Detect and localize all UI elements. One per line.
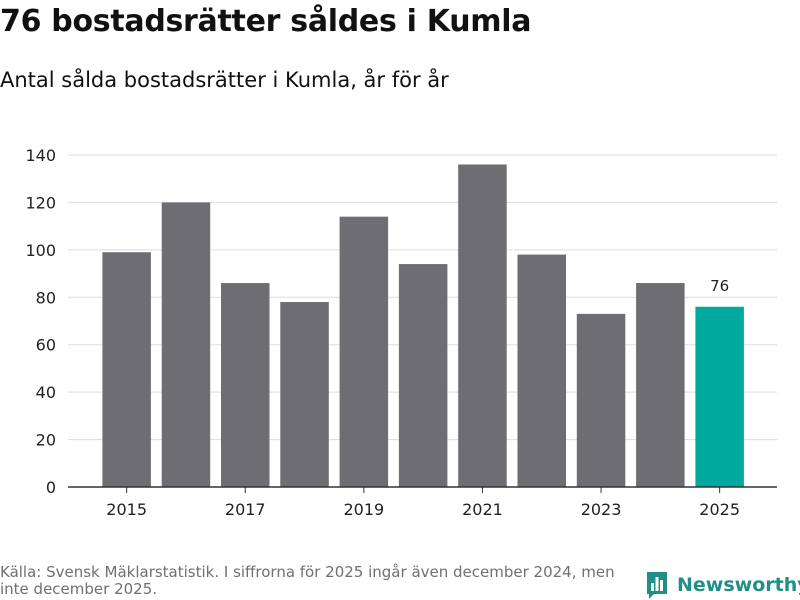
source-note: Källa: Svensk Mäklarstatistik. I siffror… — [0, 563, 615, 598]
bar-2020 — [398, 264, 448, 487]
y-tick-label: 80 — [36, 288, 56, 307]
bar-2025 — [695, 306, 744, 487]
bar-2019 — [339, 216, 389, 487]
y-tick-label: 0 — [46, 478, 56, 497]
bar-2022 — [517, 254, 566, 487]
chart-subtitle: Antal sålda bostadsrätter i Kumla, år fö… — [0, 68, 449, 92]
bar-2024 — [636, 283, 685, 487]
y-tick-label: 20 — [36, 431, 56, 450]
bar-2017 — [221, 283, 270, 487]
data-labels: 76 — [710, 277, 729, 295]
newsworthy-logo-icon — [647, 572, 667, 599]
y-tick-label: 120 — [25, 193, 56, 212]
x-tick-label: 2017 — [225, 500, 266, 519]
x-axis-ticks: 2015 2017 2019 2021 2023 2025 — [106, 487, 740, 519]
y-axis-ticks: 0 20 40 60 80 100 120 140 — [25, 146, 56, 497]
x-tick-label: 2021 — [462, 500, 503, 519]
x-tick-label: 2023 — [581, 500, 622, 519]
bar-2021 — [458, 164, 507, 487]
bars — [102, 164, 744, 487]
y-tick-label: 100 — [25, 241, 56, 260]
bar-2023 — [576, 313, 626, 487]
chart-title: 76 bostadsrätter såldes i Kumla — [0, 4, 532, 39]
brand-logo[interactable]: Newsworthy — [645, 570, 800, 600]
x-tick-label: 2025 — [699, 500, 740, 519]
brand-name: Newsworthy — [677, 574, 800, 596]
x-tick-label: 2015 — [106, 500, 147, 519]
y-tick-label: 140 — [25, 146, 56, 165]
bar-2016 — [161, 202, 211, 487]
bar-2015 — [102, 252, 151, 487]
data-label-2025: 76 — [710, 277, 729, 295]
bar-2018 — [280, 302, 329, 487]
y-tick-label: 60 — [36, 336, 56, 355]
x-tick-label: 2019 — [343, 500, 384, 519]
y-tick-label: 40 — [36, 383, 56, 402]
